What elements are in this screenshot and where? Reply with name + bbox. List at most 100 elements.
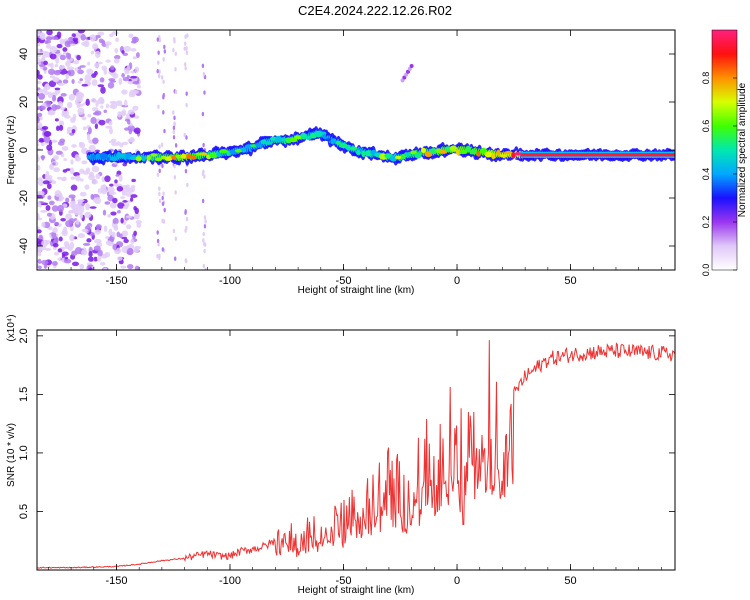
spectrogram-noise-speckle	[67, 101, 73, 109]
spectrogram-noise-speckle	[161, 201, 165, 207]
spectrogram-noise-speckle	[98, 96, 104, 103]
spectrogram-noise-speckle	[126, 65, 131, 73]
spectrogram-noise-speckle	[37, 30, 41, 37]
spectrogram-noise-speckle	[74, 67, 79, 72]
spectrogram-noise-speckle	[109, 104, 115, 109]
spectrogram-noise-speckle	[61, 251, 69, 257]
spectrogram-ridge-peak	[514, 152, 523, 156]
spectrogram-noise-speckle	[50, 36, 59, 40]
spectrogram-noise-speckle	[127, 109, 135, 115]
spectrogram-noise-speckle	[174, 190, 177, 195]
spectrogram-noise-speckle	[163, 207, 166, 213]
spectrogram-noise-speckle	[37, 122, 43, 129]
spectrogram-noise-speckle	[37, 62, 42, 65]
spectrogram-noise-speckle	[117, 202, 125, 209]
spectrogram-noise-speckle	[53, 155, 59, 161]
spectrogram-noise-speckle	[66, 66, 75, 71]
spectrogram-noise-speckle	[160, 142, 164, 147]
spectrogram-noise-speckle	[158, 69, 161, 74]
spectrogram-ridge-peak	[449, 145, 458, 152]
spectrogram-noise-speckle	[163, 44, 166, 50]
spectrogram-noise-speckle	[158, 37, 162, 43]
spectrogram-ridge-peak	[314, 130, 323, 138]
spectrogram-noise-speckle	[57, 82, 65, 86]
spectrogram-noise-speckle	[86, 133, 91, 141]
spectrogram-noise-speckle	[63, 158, 68, 161]
spectrogram-noise-speckle	[54, 87, 61, 91]
spectrogram-noise-speckle	[37, 69, 40, 77]
spectrogram-ridge-peak	[361, 150, 366, 158]
spectrogram-noise-speckle	[123, 238, 129, 244]
spectrogram-noise-speckle	[94, 229, 101, 235]
spectrogram-noise-speckle	[75, 91, 83, 99]
spectrogram-ridge-peak	[420, 147, 426, 153]
spectrogram-noise-speckle	[184, 169, 188, 174]
spectrogram-noise-speckle	[64, 115, 71, 119]
snr-panel: -150 -100 -50 0 50 0.5 1.0 1.5 2.0 Height of st…	[6, 314, 676, 596]
spectrogram-noise-speckle	[52, 227, 58, 234]
spectrogram-noise-speckle	[95, 173, 101, 180]
spectrogram-ridge-peak	[496, 149, 501, 156]
spectrogram-noise-speckle	[184, 228, 187, 233]
spectrogram-noise-speckle	[121, 50, 125, 54]
spectrogram-noise-speckle	[59, 54, 66, 61]
spectrogram-noise-speckle	[126, 263, 134, 270]
spectrogram-noise-speckle	[104, 175, 111, 183]
spectrogram-ridge-peak	[275, 135, 283, 142]
spectrogram-y-tick-label: 40	[18, 48, 30, 60]
spectrogram-noise-speckle	[71, 129, 76, 134]
spectrogram-noise-speckle	[121, 188, 125, 196]
spectrogram-ridge-peak	[219, 149, 228, 154]
spectrogram-noise-speckle	[107, 82, 115, 89]
colorbar-label: Normalized spectral amplitude	[737, 82, 748, 217]
spectrogram-noise-speckle	[37, 217, 43, 221]
spectrogram-noise-speckle	[110, 138, 117, 143]
spectrogram-noise-speckle	[202, 238, 205, 243]
spectrogram-noise-speckle	[95, 224, 102, 230]
spectrogram-noise-speckle	[90, 193, 95, 200]
spectrogram-noise-speckle	[105, 43, 110, 49]
spectrogram-noise-speckle	[186, 182, 189, 188]
spectrogram-ridge-peak	[479, 147, 487, 154]
spectrogram-noise-speckle	[79, 263, 85, 270]
spectrogram-noise-speckle	[107, 194, 114, 202]
spectrogram-ridge-peak	[300, 132, 307, 140]
spectrogram-noise-speckle	[128, 128, 133, 135]
spectrogram-noise-speckle	[128, 33, 134, 39]
spectrogram-noise-speckle	[38, 89, 45, 94]
spectrogram-ridge-peak	[241, 147, 246, 153]
spectrogram-noise-speckle	[93, 256, 98, 262]
spectrogram-noise-speckle	[94, 62, 100, 68]
spectrogram-noise-speckle	[56, 31, 62, 38]
spectrogram-noise-speckle	[43, 60, 48, 66]
spectrogram-noise-speckle	[111, 31, 119, 35]
spectrogram-noise-speckle	[70, 203, 77, 208]
spectrogram-noise-speckle	[134, 265, 140, 270]
spectrogram-noise-speckle	[48, 80, 57, 88]
spectrogram-noise-speckle	[82, 242, 91, 246]
spectrogram-ridge-peak	[180, 153, 187, 159]
spectrogram-noise-speckle	[83, 40, 90, 48]
spectrogram-noise-speckle	[74, 32, 83, 37]
spectrogram-noise-speckle	[86, 238, 92, 243]
spectrogram-ridge-peak	[216, 151, 221, 158]
spectrogram-noise-speckle	[39, 32, 46, 41]
spectrogram-noise-speckle	[184, 209, 187, 214]
spectrogram-noise-speckle	[37, 265, 42, 270]
spectrogram-noise-speckle	[54, 105, 61, 110]
spectrogram-noise-speckle	[79, 65, 86, 68]
spectrogram-ridge-peak	[255, 143, 263, 147]
colorbar-tick-label: 0.2	[701, 216, 711, 229]
spectrogram-noise-speckle	[88, 174, 95, 181]
spectrogram-noise-speckle	[183, 41, 187, 46]
spectrogram-noise-speckle	[109, 202, 117, 209]
spectrogram-noise-speckle	[54, 118, 59, 122]
spectrogram-noise-speckle	[203, 224, 207, 229]
spectrogram-noise-speckle	[130, 194, 138, 198]
spectrogram-marks	[37, 30, 675, 270]
spectrogram-noise-speckle	[132, 81, 140, 85]
spectrogram-noise-speckle	[136, 222, 142, 228]
spectrogram-noise-speckle	[203, 215, 207, 220]
